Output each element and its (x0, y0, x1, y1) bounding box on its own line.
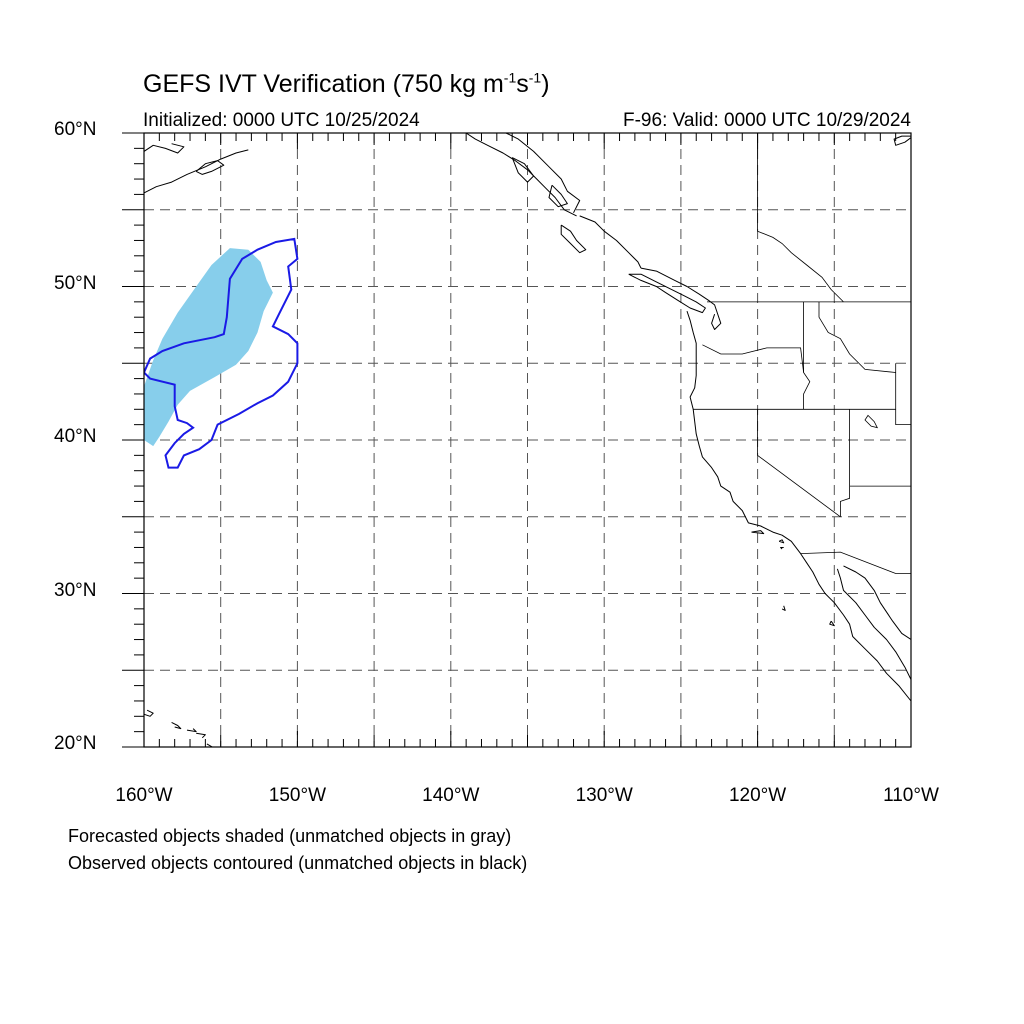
coastline-segment (195, 160, 225, 175)
coastline-segment (780, 547, 784, 550)
political-boundaries (693, 133, 911, 574)
boundary-segment (800, 551, 911, 574)
init-time-label: Initialized: 0000 UTC 10/25/2024 (143, 110, 420, 131)
lon-label: 160°W (115, 785, 173, 806)
boundary-segment (757, 133, 844, 303)
coastline-segment (781, 605, 786, 611)
chart-title: GEFS IVT Verification (750 kg m-1s-1) (143, 69, 550, 98)
coastline-segment (548, 184, 568, 208)
boundary-segment (818, 301, 896, 373)
coastline-segment (778, 539, 785, 544)
lat-label: 40°N (54, 426, 97, 447)
forecast-caption: Forecasted objects shaded (unmatched obj… (68, 826, 512, 846)
coastline-segment (206, 743, 216, 747)
boundary-segment (840, 409, 850, 517)
graticule-grid (144, 133, 911, 747)
coastline-segment (640, 267, 722, 330)
lake-outline (864, 414, 879, 429)
lat-label: 50°N (54, 272, 97, 294)
coastline-segment (144, 149, 249, 194)
lon-label: 120°W (728, 785, 787, 806)
coastline-segment (686, 310, 911, 702)
lon-label: 150°W (268, 785, 326, 806)
lon-label: 130°W (575, 785, 633, 806)
boundary-segment (757, 409, 841, 518)
boundary-segment (895, 363, 911, 425)
lon-label: 110°W (883, 785, 939, 806)
coastline-segment (560, 224, 587, 254)
coastline-segment (628, 273, 706, 314)
forecast-ivt-object (144, 248, 273, 447)
coastline-segment (579, 215, 642, 269)
observed-caption: Observed objects contoured (unmatched ob… (68, 853, 528, 873)
coastline-segment (893, 135, 911, 146)
coastline-segment (144, 709, 154, 717)
valid-time-label: F-96: Valid: 0000 UTC 10/29/2024 (623, 110, 911, 131)
coastline-segment (171, 721, 182, 730)
coastline-segment (843, 565, 911, 640)
boundary-segment (702, 344, 804, 373)
coastline-segment (186, 728, 197, 733)
coastline-segment (829, 620, 835, 627)
coastline-segment (144, 143, 185, 154)
boundary-segment (803, 301, 811, 410)
coastline-segment (836, 568, 911, 680)
coastline-segment (511, 157, 535, 183)
coastline-segment (505, 133, 581, 214)
lat-label: 30°N (54, 579, 97, 601)
coastline-segment (751, 530, 765, 535)
lon-label: 140°W (422, 785, 480, 806)
coastline-segment (196, 732, 206, 739)
lakes (864, 414, 879, 429)
lat-label: 60°N (54, 119, 97, 140)
coastlines (144, 133, 911, 747)
coastline-segment (465, 133, 577, 217)
observed-ivt-contour (144, 237, 299, 469)
axis-ticks (122, 132, 912, 748)
lat-label: 20°N (54, 733, 97, 754)
